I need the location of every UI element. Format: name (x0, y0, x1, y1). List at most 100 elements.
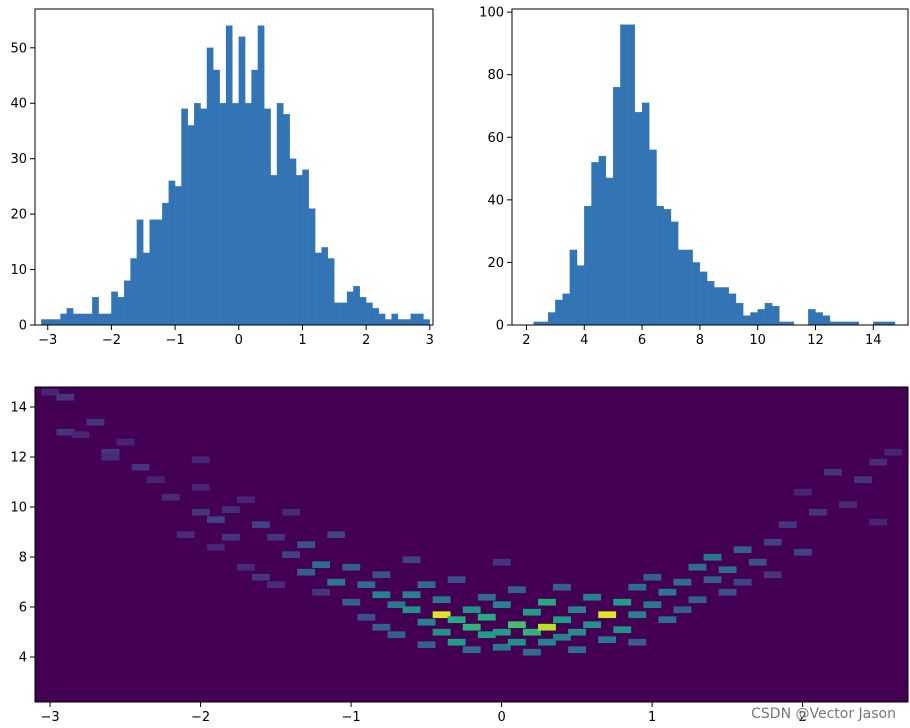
heatmap-cell (146, 476, 165, 484)
histogram-bar (397, 319, 405, 326)
histogram-bar (130, 258, 138, 326)
histogram-bar (649, 149, 657, 326)
histogram-bar (283, 114, 290, 326)
x-tick-label: 8 (696, 333, 704, 348)
histogram-bar (73, 313, 80, 326)
histogram-bar (308, 208, 316, 326)
x-tick-label: 14 (865, 333, 882, 348)
heatmap-cell (191, 508, 210, 516)
x-tick-label: 2 (798, 710, 806, 725)
histogram-bar (627, 24, 635, 326)
histogram-bar (692, 262, 701, 326)
heatmap-cell (492, 601, 511, 609)
histogram-bar (92, 297, 99, 326)
histogram-bar (706, 281, 715, 326)
histogram-bar (289, 158, 297, 326)
heatmap-cell (447, 616, 466, 624)
histogram-bar (576, 265, 585, 326)
histogram-bar (598, 155, 607, 326)
x-tick-label: 12 (807, 333, 824, 348)
heatmap-cell (884, 448, 903, 456)
histogram-bar (200, 108, 208, 326)
histogram-bar (359, 297, 367, 326)
histogram-bar (149, 219, 157, 326)
histogram-bar (53, 319, 61, 326)
histogram-bar (591, 162, 599, 326)
x-tick-label: −1 (166, 333, 185, 348)
axes-frame (511, 8, 909, 326)
x-tick-label: 2 (522, 333, 530, 348)
heatmap-cell (628, 611, 647, 619)
x-tick-label: 4 (580, 333, 588, 348)
heatmap-cell (176, 531, 195, 539)
heatmap-cell (462, 646, 481, 654)
histogram-bar (771, 306, 780, 326)
heatmap-cell (402, 556, 421, 564)
histogram-bar (423, 319, 430, 326)
heatmap-cell (658, 588, 677, 596)
heatmap-cell (56, 393, 75, 401)
heatmap-cell (297, 541, 316, 549)
heatmap-cell (568, 606, 586, 614)
heatmap-cell (372, 623, 391, 631)
histogram-bar (251, 69, 259, 326)
histogram-bar (410, 313, 418, 326)
heatmap-cell (267, 533, 285, 541)
y-tick-label: 40 (487, 193, 504, 208)
heatmap-cell (778, 521, 797, 529)
heatmap-cell (568, 628, 586, 636)
histogram-bar (321, 247, 329, 326)
histogram-bar (98, 313, 106, 326)
heatmap-cell (538, 638, 556, 646)
heatmap-cell (387, 601, 406, 609)
histogram-bar (232, 103, 239, 326)
y-tick-label: 4 (19, 651, 27, 666)
histogram-bar (206, 47, 214, 326)
heatmap-cell (357, 581, 376, 589)
heatmap-cell (688, 563, 707, 571)
histogram-bar (136, 219, 144, 326)
histogram-bar (270, 175, 278, 326)
heatmap-cell (267, 581, 285, 589)
heatmap-cell (763, 538, 782, 546)
heatmap-cell (553, 583, 571, 591)
y-tick-label: 10 (10, 263, 27, 278)
heatmap-cell (462, 623, 481, 631)
heatmap-cell (643, 573, 662, 581)
heatmap-cell (583, 621, 602, 629)
heatmap-cell (628, 638, 647, 646)
heatmap-cell (869, 458, 888, 466)
y-tick-label: 30 (10, 152, 27, 167)
histogram-bar (641, 102, 650, 326)
histogram-bar (47, 319, 55, 326)
histogram-bar (822, 315, 831, 326)
heatmap-cell (221, 533, 240, 541)
heatmap-cell (628, 583, 647, 591)
heatmap-cell (522, 608, 541, 616)
heatmap-cell (477, 613, 496, 621)
histogram-bar (41, 319, 48, 326)
histogram-bar (562, 293, 570, 326)
heatmap-cell (282, 508, 301, 516)
heatmap-cell (492, 643, 511, 651)
heatmap-cell (417, 641, 436, 649)
heatmap-cell (658, 616, 677, 624)
heatmap-cell (477, 631, 496, 639)
hist-y-axes: 2 4 6 8 10 12 14 0 20 40 60 80 100 (479, 6, 909, 348)
heatmap-cell (507, 621, 526, 629)
heatmap-cell (839, 501, 857, 509)
histogram-bar (555, 299, 563, 326)
heatmap-cell (553, 633, 571, 641)
histogram-bar (295, 175, 303, 326)
histogram-bar (117, 297, 125, 326)
heatmap-cell (56, 428, 75, 436)
histogram-bar (365, 302, 373, 326)
y-tick-label: 6 (19, 601, 27, 616)
heatmap-cell (538, 598, 556, 606)
heatmap-cell (673, 578, 692, 586)
histogram-bar (194, 103, 201, 326)
histogram-bar (219, 103, 227, 326)
heatmap-cell (733, 546, 752, 554)
